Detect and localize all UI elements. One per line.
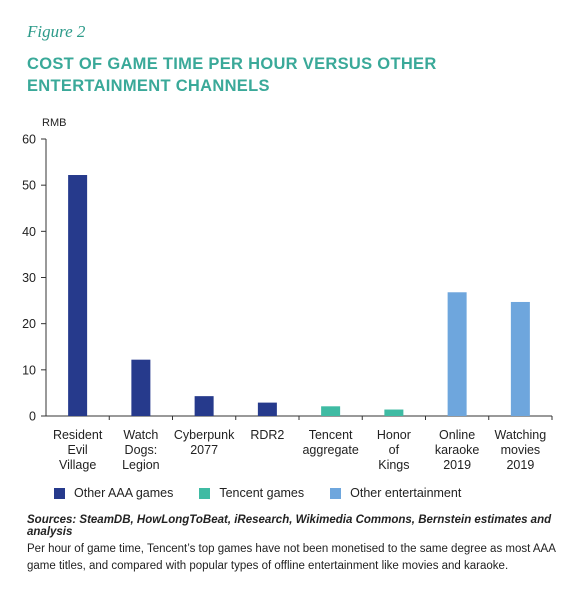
x-category-label: Honor of Kings [377,428,411,472]
legend-item-other-entertainment: Other entertainment [330,486,461,500]
legend-item-other-aaa: Other AAA games [54,486,173,500]
legend-label-other-aaa: Other AAA games [74,486,174,500]
bar [257,402,277,416]
chart-title: COST OF GAME TIME PER HOUR VERSUS OTHER … [27,55,437,95]
x-category-label: Watching movies 2019 [495,428,547,472]
figure-label: Figure 2 [27,22,86,41]
y-tick-label: 40 [22,225,36,239]
bar [68,175,88,416]
x-category-label: Online karaoke 2019 [435,428,480,472]
bar [131,359,151,416]
chart-sources: Sources: SteamDB, HowLongToBeat, iResear… [27,514,552,538]
x-category-label: Tencent aggregate [302,428,358,457]
chart-legend: Other AAA games Tencent games Other ente… [54,486,487,500]
x-category-label: Cyberpunk 2077 [174,428,235,457]
bar [321,406,341,416]
bar [447,292,467,416]
bar [194,396,214,416]
legend-label-other-entertainment: Other entertainment [350,486,462,500]
chart-note: Per hour of game time, Tencent’s top gam… [27,543,556,572]
y-axis-unit-label: RMB [42,117,66,129]
y-tick-label: 50 [22,179,36,193]
legend-swatch-other-aaa [54,487,65,499]
x-category-label: Resident Evil Village [53,428,103,472]
y-tick-label: 20 [22,317,36,331]
y-tick-label: 30 [22,271,36,285]
y-tick-label: 10 [22,363,36,377]
x-category-label: RDR2 [250,428,284,442]
legend-item-tencent: Tencent games [199,486,304,500]
legend-label-tencent: Tencent games [219,486,305,500]
legend-swatch-tencent [199,487,211,499]
legend-swatch-other-entertainment [330,487,342,499]
y-tick-label: 0 [29,410,36,424]
bar [510,301,530,416]
x-category-label: Watch Dogs: Legion [122,428,160,472]
y-tick-label: 60 [22,133,36,147]
bar [384,409,404,416]
